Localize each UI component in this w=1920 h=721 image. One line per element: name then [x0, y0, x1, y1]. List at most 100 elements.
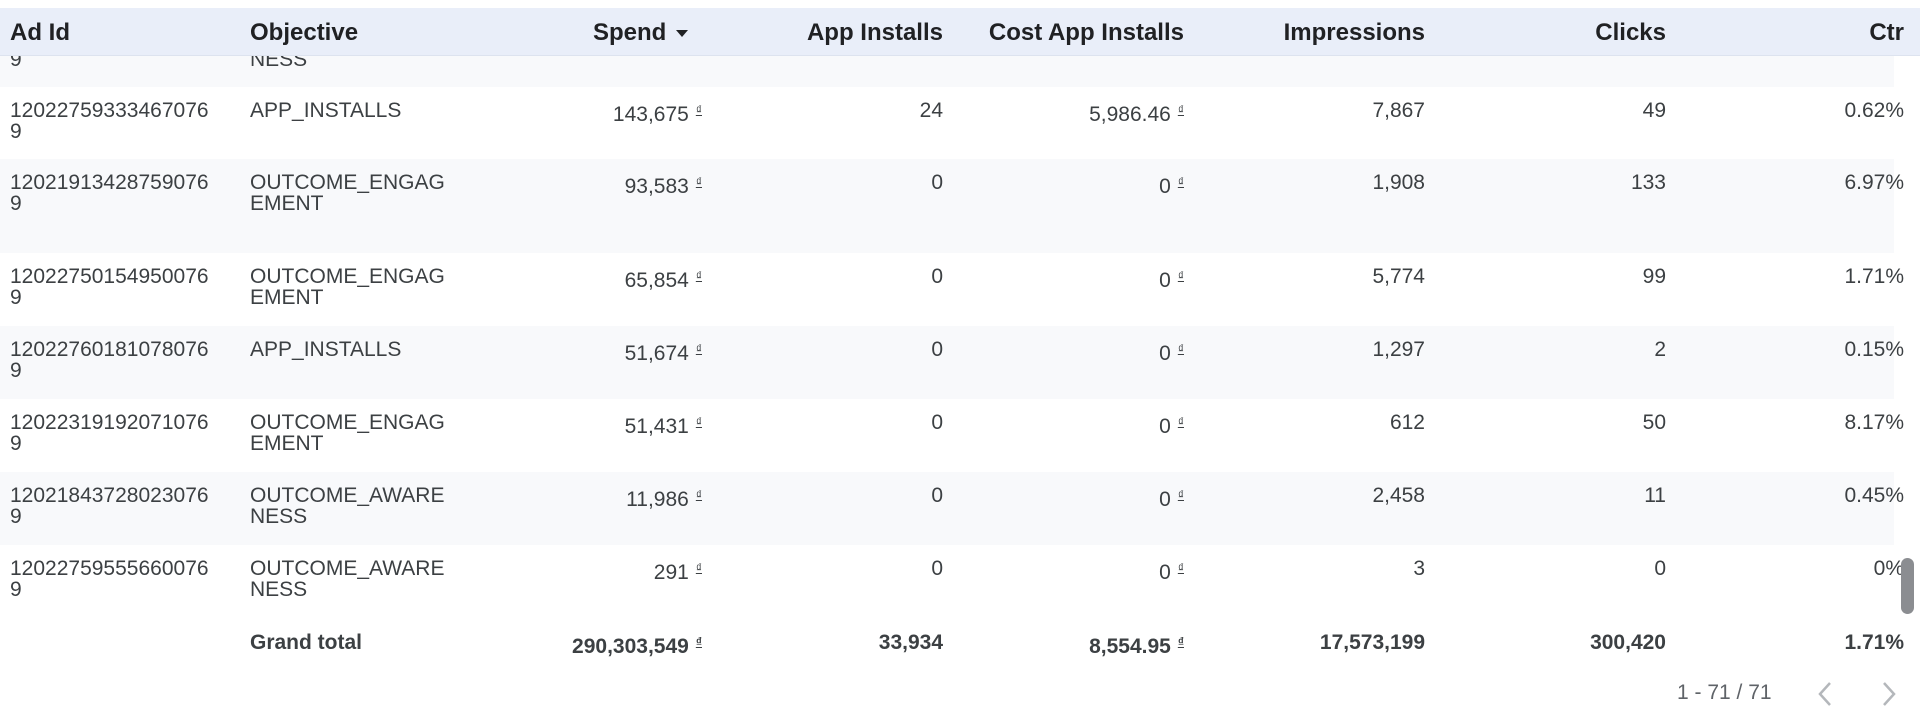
objective-cell: OUTCOME_ENGAG EMENT [250, 265, 445, 309]
currency-symbol: ₫ [1177, 488, 1184, 502]
impressions-cell: 1,908 [1372, 171, 1425, 194]
spend-cell: 65,854 ₫ [624, 269, 702, 292]
spend-cell: 11,986 ₫ [626, 488, 702, 511]
total-ctr: 1.71% [1844, 631, 1904, 654]
currency-symbol: ₫ [1177, 561, 1184, 575]
clicks-cell: 99 [1642, 265, 1666, 288]
impressions-cell: 2,458 [1372, 484, 1425, 507]
currency-symbol: ₫ [695, 415, 702, 429]
table-row[interactable]: 12021913428759076 9 OUTCOME_ENGAG EMENT 93… [0, 159, 1904, 253]
sort-descending-icon [676, 30, 689, 38]
ctr-cell: 0% [1873, 557, 1904, 580]
table-row[interactable]: 12021843728023076 9 OUTCOME_AWARE NESS 11,… [0, 472, 1904, 545]
currency-symbol: ₫ [695, 561, 702, 575]
pagination-range: 1 - 71 / 71 [1677, 681, 1772, 704]
header-impressions[interactable]: Impressions [1283, 19, 1425, 46]
clicks-cell: 0 [1654, 557, 1666, 580]
currency-symbol: ₫ [1177, 269, 1184, 283]
cost-app-installs-cell: 0 ₫ [1159, 269, 1184, 292]
app-installs-cell: 0 [931, 411, 943, 434]
table-row[interactable]: 12022319192071076 9 OUTCOME_ENGAG EMENT 51… [0, 399, 1904, 472]
app-installs-cell: 24 [919, 99, 943, 122]
next-page-button[interactable] [1874, 676, 1904, 712]
chevron-left-icon [1818, 682, 1831, 706]
objective-cell: APP_INSTALLS [250, 99, 402, 122]
ctr-cell: 8.17% [1844, 411, 1904, 434]
total-spend: 290,303,549 ₫ [572, 635, 702, 658]
ad-id-cell: 12022319192071076 9 [10, 411, 209, 455]
clicks-cell: 11 [1644, 484, 1666, 507]
ad-id-cell: 9 [10, 48, 22, 71]
chevron-right-icon [1883, 682, 1896, 706]
cost-app-installs-cell: 0 ₫ [1159, 342, 1184, 365]
app-installs-cell: 0 [931, 265, 943, 288]
impressions-cell: 3 [1413, 557, 1425, 580]
objective-cell: OUTCOME_AWARE NESS [250, 557, 445, 601]
scrollbar-thumb[interactable] [1901, 558, 1914, 614]
app-installs-cell: 0 [931, 484, 943, 507]
currency-symbol: ₫ [1177, 635, 1184, 649]
cost-app-installs-cell: 0 ₫ [1159, 415, 1184, 438]
spend-cell: 291 ₫ [653, 561, 702, 584]
currency-symbol: ₫ [1177, 103, 1184, 117]
impressions-cell: 612 [1389, 411, 1425, 434]
total-clicks: 300,420 [1590, 631, 1666, 654]
header-spend-label: Spend [593, 19, 667, 46]
header-cost-app-installs[interactable]: Cost App Installs [988, 19, 1184, 46]
app-installs-cell: 0 [931, 171, 943, 194]
currency-symbol: ₫ [1177, 415, 1184, 429]
ctr-cell: 0.62% [1844, 99, 1904, 122]
app-installs-cell: 0 [931, 338, 943, 361]
currency-symbol: ₫ [695, 488, 702, 502]
impressions-cell: 5,774 [1372, 265, 1425, 288]
header-clicks[interactable]: Clicks [1595, 19, 1666, 46]
vertical-scrollbar[interactable] [1899, 55, 1916, 621]
header-objective[interactable]: Objective [250, 19, 359, 46]
ad-id-cell: 12022759333467076 9 [10, 99, 209, 143]
ad-id-cell: 12021913428759076 9 [10, 171, 209, 215]
app-installs-cell: 0 [931, 557, 943, 580]
cost-app-installs-cell: 0 ₫ [1159, 488, 1184, 511]
ctr-cell: 0.45% [1844, 484, 1904, 507]
cost-app-installs-cell: 0 ₫ [1159, 175, 1184, 198]
total-app-installs: 33,934 [878, 631, 943, 654]
ad-id-cell: 12022759555660076 9 [10, 557, 209, 601]
header-spend[interactable]: Spend [593, 19, 689, 47]
objective-cell: APP_INSTALLS [250, 338, 402, 361]
ctr-cell: 6.97% [1844, 171, 1904, 194]
impressions-cell: 1,297 [1372, 338, 1425, 361]
spend-cell: 51,431 ₫ [624, 415, 702, 438]
objective-cell: OUTCOME_AWARE NESS [250, 484, 445, 528]
table-header: Ad Id Objective Spend App Installs Cost … [0, 8, 1920, 56]
header-app-installs[interactable]: App Installs [806, 19, 943, 46]
spend-cell: 143,675 ₫ [612, 103, 702, 126]
grand-total-row: Grand total 290,303,549 ₫ 33,934 8,554.95… [0, 619, 1904, 669]
ctr-cell: 0.15% [1844, 338, 1904, 361]
table-row-partial[interactable]: 9 NESS [0, 49, 1894, 87]
table-row[interactable]: 12022760181078076 9 APP_INSTALLS 51,674 ₫ … [0, 326, 1904, 399]
clicks-cell: 2 [1654, 338, 1666, 361]
currency-symbol: ₫ [695, 103, 702, 117]
currency-symbol: ₫ [695, 342, 702, 356]
currency-symbol: ₫ [1177, 175, 1184, 189]
objective-cell: OUTCOME_ENGAG EMENT [250, 411, 445, 455]
table-row[interactable]: 12022750154950076 9 OUTCOME_ENGAG EMENT 65… [0, 253, 1904, 326]
ctr-cell: 1.71% [1844, 265, 1904, 288]
clicks-cell: 50 [1642, 411, 1666, 434]
clicks-cell: 133 [1630, 171, 1666, 194]
header-ad-id[interactable]: Ad Id [10, 19, 70, 46]
header-ctr[interactable]: Ctr [1869, 19, 1904, 46]
total-cost-app-installs: 8,554.95 ₫ [1089, 635, 1184, 658]
clicks-cell: 49 [1642, 99, 1666, 122]
ad-id-cell: 12022760181078076 9 [10, 338, 209, 382]
objective-cell: OUTCOME_ENGAG EMENT [250, 171, 445, 215]
spend-cell: 93,583 ₫ [624, 175, 702, 198]
cost-app-installs-cell: 5,986.46 ₫ [1089, 103, 1184, 126]
ad-id-cell: 12021843728023076 9 [10, 484, 209, 528]
grand-total-label: Grand total [250, 631, 363, 654]
table-row[interactable]: 12022759333467076 9 APP_INSTALLS 143,675 ₫… [0, 87, 1904, 159]
currency-symbol: ₫ [1177, 342, 1184, 356]
table-row[interactable]: 12022759555660076 9 OUTCOME_AWARE NESS 291… [0, 545, 1904, 621]
prev-page-button[interactable] [1810, 676, 1840, 712]
